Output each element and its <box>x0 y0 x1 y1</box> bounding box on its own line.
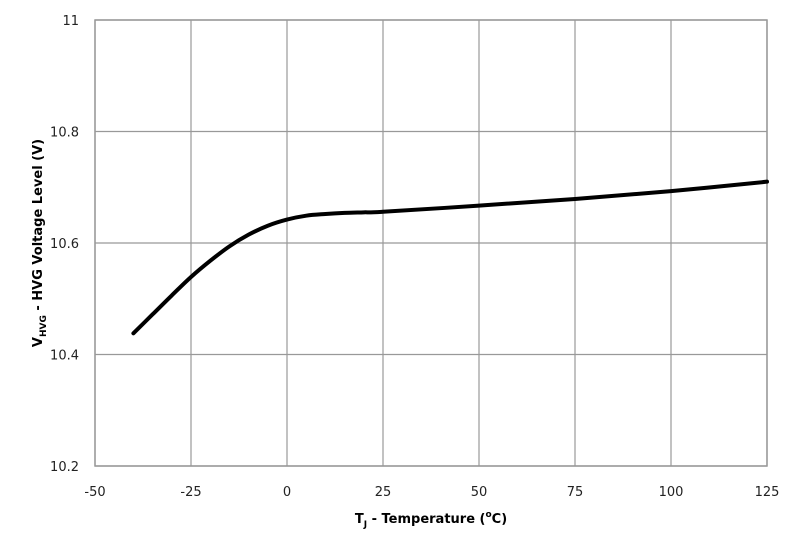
x-axis-title: TJ - Temperature (oC) <box>355 510 507 530</box>
y-axis-ticks: 10.2 10.4 10.6 10.8 11 <box>50 14 79 475</box>
data-line-vhvg <box>131 179 769 336</box>
plot-area-border <box>94 19 768 467</box>
y-tick-label: 10.8 <box>50 126 79 141</box>
y-tick-label: 11 <box>62 14 79 29</box>
x-tick-label: -25 <box>180 485 201 500</box>
x-tick-label: 0 <box>283 485 291 500</box>
y-tick-label: 10.2 <box>50 460 79 475</box>
y-tick-label: 10.4 <box>50 349 79 364</box>
y-tick-label: 10.6 <box>50 237 79 252</box>
x-tick-label: -50 <box>84 485 105 500</box>
gridlines <box>94 19 768 467</box>
y-axis-title: VHVG - HVG Voltage Level (V) <box>31 139 49 347</box>
x-tick-label: 25 <box>375 485 392 500</box>
x-tick-label: 50 <box>471 485 488 500</box>
x-tick-label: 100 <box>659 485 684 500</box>
x-axis-ticks: -50 -25 0 25 50 75 100 125 <box>84 485 779 500</box>
x-tick-label: 125 <box>755 485 780 500</box>
x-tick-label: 75 <box>567 485 584 500</box>
